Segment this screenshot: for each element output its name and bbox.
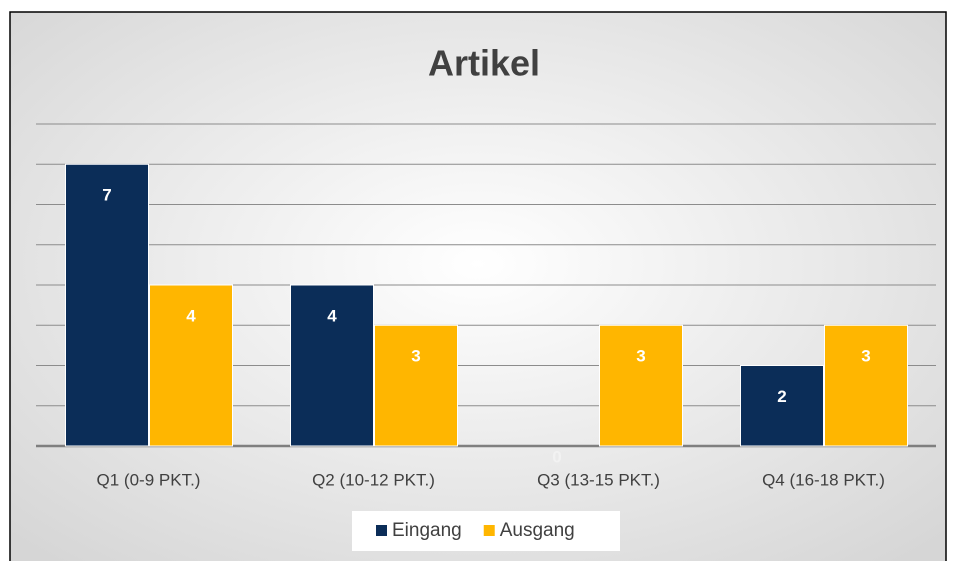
data-label: 4	[327, 306, 337, 325]
bar	[740, 365, 824, 447]
legend-swatch	[483, 525, 495, 536]
data-label: 3	[411, 347, 420, 366]
bar	[149, 284, 233, 447]
data-label: 3	[636, 347, 645, 366]
bar	[599, 324, 683, 447]
x-tick-label: Q4 (16-18 PKT.)	[762, 470, 885, 489]
data-label: 7	[102, 186, 111, 205]
bar	[374, 324, 458, 447]
data-label: 3	[861, 347, 870, 366]
bar	[290, 284, 374, 447]
data-label: 0	[552, 447, 561, 466]
legend-label: Ausgang	[500, 520, 575, 541]
x-tick-label: Q1 (0-9 PKT.)	[97, 470, 201, 489]
bar	[65, 163, 149, 447]
x-tick-label: Q2 (10-12 PKT.)	[312, 470, 435, 489]
x-tick-label: Q3 (13-15 PKT.)	[537, 470, 660, 489]
data-label: 4	[186, 306, 196, 325]
chart-title: Artikel	[428, 43, 540, 84]
legend-swatch	[376, 525, 387, 536]
data-label: 2	[777, 387, 786, 406]
legend-label: Eingang	[392, 520, 462, 541]
bar	[824, 324, 908, 447]
